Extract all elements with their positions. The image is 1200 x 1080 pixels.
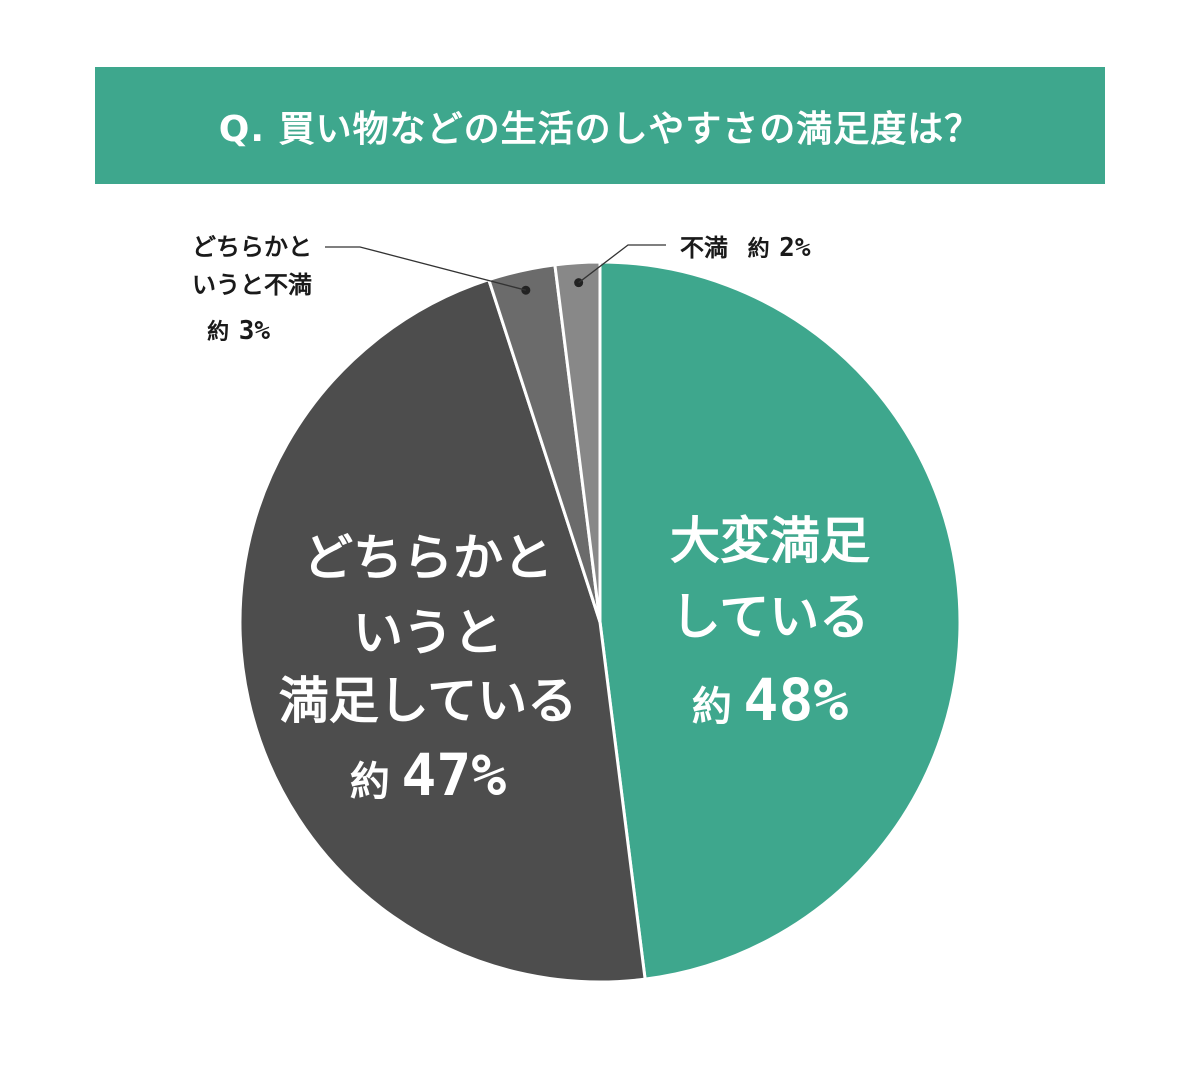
label-somewhat-dissatisfied-line-2: いうと不満 (192, 271, 312, 299)
svg-text:満足している: 満足している (279, 672, 578, 730)
svg-text:どちらかと: どちらかと (192, 233, 312, 261)
leader-lines (325, 244, 666, 295)
pie-slice-somewhat-satisfied (238, 278, 647, 984)
svg-text:いうと不満: いうと不満 (192, 271, 312, 299)
svg-text:している: している (671, 588, 870, 646)
label-dissatisfied: 不満 約 2% (680, 233, 811, 263)
pie-slice-very-satisfied (598, 260, 962, 981)
svg-text:大変満足: 大変満足 (670, 512, 870, 570)
chart-title-bar: Q. 買い物などの生活のしやすさの満足度は？ (95, 67, 1105, 184)
label-somewhat-dissatisfied-percent: 3% (239, 316, 271, 346)
svg-text:不満 約 2%: 不満 約 2% (680, 233, 811, 263)
label-very-satisfied-prefix: 約 (692, 684, 732, 730)
label-very-satisfied-line-2: している (671, 588, 870, 646)
label-very-satisfied: 大変満足 している 約 48% (670, 512, 870, 734)
svg-text:約 47%: 約 47% (350, 741, 506, 809)
pie-slice-dissatisfied (553, 260, 602, 624)
svg-text:どちらかと: どちらかと (303, 529, 553, 587)
label-somewhat-satisfied-percent: 47% (401, 741, 506, 809)
label-somewhat-dissatisfied-prefix: 約 (207, 319, 229, 345)
label-dissatisfied-percent: 2% (779, 233, 811, 263)
leader-dissatisfied-line (578, 244, 666, 284)
label-somewhat-satisfied: どちらかと いうと 満足している 約 47% (279, 529, 578, 809)
svg-text:いうと: いうと (353, 604, 503, 662)
leader-somewhat-dissatisfied-line (325, 246, 526, 291)
label-somewhat-satisfied-line-3: 満足している (279, 672, 578, 730)
label-dissatisfied-prefix: 約 (748, 236, 770, 262)
svg-text:約 48%: 約 48% (692, 666, 848, 734)
label-somewhat-satisfied-line-1: どちらかと (303, 529, 553, 587)
label-somewhat-satisfied-prefix: 約 (350, 759, 390, 805)
label-very-satisfied-percent: 48% (743, 666, 848, 734)
label-somewhat-satisfied-line-2: いうと (353, 604, 503, 662)
chart-title: Q. 買い物などの生活のしやすさの満足度は？ (218, 108, 982, 150)
label-dissatisfied-line-1: 不満 (680, 234, 728, 262)
label-very-satisfied-line-1: 大変満足 (670, 512, 870, 570)
pie-slices (238, 260, 962, 984)
svg-text:約 3%: 約 3% (207, 316, 270, 346)
label-somewhat-dissatisfied: どちらかと いうと不満 約 3% (192, 233, 312, 346)
label-somewhat-dissatisfied-line-1: どちらかと (192, 233, 312, 261)
